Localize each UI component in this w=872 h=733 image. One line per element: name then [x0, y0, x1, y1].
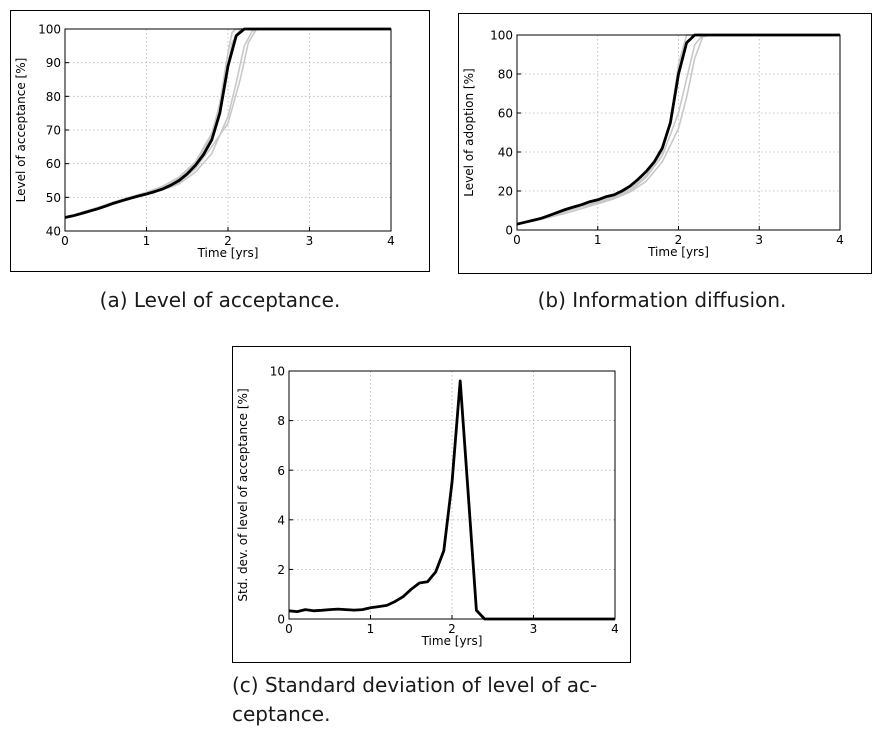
mean-series-line [288, 379, 615, 621]
chart-panel-c: 0 1 2 3 4 0 2 4 6 8 10 Time [yrs] Std. dev. of level… [232, 346, 631, 663]
x-tick-label: 0 [61, 234, 69, 248]
x-axis-label: Time [yrs] [421, 634, 483, 648]
x-tick-label: 0 [513, 233, 521, 247]
x-tick-label: 1 [594, 233, 602, 247]
x-axis-label: Time [yrs] [647, 245, 709, 259]
caption-c-line-1: (c) Standard deviation of level of ac- [232, 673, 598, 697]
caption-c-line-2: ceptance. [232, 702, 331, 726]
x-axis-label: Time [yrs] [197, 246, 259, 260]
y-tick-label: 20 [498, 185, 513, 199]
chart-panel-a: 0 1 2 3 4 40 50 60 70 80 90 100 Time [yrs] Level of a… [10, 10, 430, 272]
x-tick-label: 0 [285, 622, 293, 636]
y-tick-label: 10 [270, 365, 285, 379]
run-series-line [516, 34, 840, 225]
y-tick-label: 60 [498, 107, 513, 121]
y-axis-label: Level of acceptance [%] [14, 58, 28, 203]
x-tick-label: 4 [836, 233, 844, 247]
y-tick-label: 50 [46, 191, 61, 205]
mean-series-line [516, 33, 840, 226]
chart-panel-b: 0 1 2 3 4 0 20 40 60 80 100 Time [yrs] Level of adop… [458, 13, 872, 274]
y-tick-label: 90 [46, 56, 61, 70]
x-tick-label: 4 [387, 234, 395, 248]
y-tick-label: 0 [277, 613, 285, 627]
mean-series-line [64, 27, 391, 219]
y-tick-label: 4 [277, 513, 285, 527]
x-tick-label: 3 [306, 234, 314, 248]
y-tick-label: 0 [505, 224, 513, 238]
y-axis-label: Std. dev. of level of acceptance [%] [236, 388, 250, 601]
y-tick-label: 100 [38, 23, 61, 37]
y-axis-label: Level of adoption [%] [462, 68, 476, 196]
chart-c-svg: 0 1 2 3 4 0 2 4 6 8 10 Time [yrs] Std. dev. of level… [236, 365, 619, 648]
y-tick-label: 40 [498, 146, 513, 160]
y-tick-label: 80 [46, 90, 61, 104]
x-tick-label: 2 [224, 234, 232, 248]
x-tick-label: 4 [611, 622, 619, 636]
x-tick-label: 1 [367, 622, 375, 636]
x-tick-label: 3 [755, 233, 763, 247]
x-tick-label: 2 [448, 622, 456, 636]
x-tick-label: 3 [530, 622, 538, 636]
caption-a: (a) Level of acceptance. [99, 288, 341, 312]
y-tick-label: 60 [46, 157, 61, 171]
chart-a-svg: 0 1 2 3 4 40 50 60 70 80 90 100 Time [yrs] Level of a… [14, 23, 395, 260]
y-tick-label: 40 [46, 225, 61, 239]
y-tick-label: 6 [277, 464, 285, 478]
y-tick-label: 100 [490, 29, 513, 43]
x-tick-label: 1 [143, 234, 151, 248]
y-tick-label: 80 [498, 68, 513, 82]
y-tick-label: 70 [46, 124, 61, 138]
y-tick-label: 2 [277, 563, 285, 577]
caption-b: (b) Information diffusion. [537, 288, 787, 312]
y-tick-label: 8 [277, 414, 285, 428]
x-tick-label: 2 [675, 233, 683, 247]
